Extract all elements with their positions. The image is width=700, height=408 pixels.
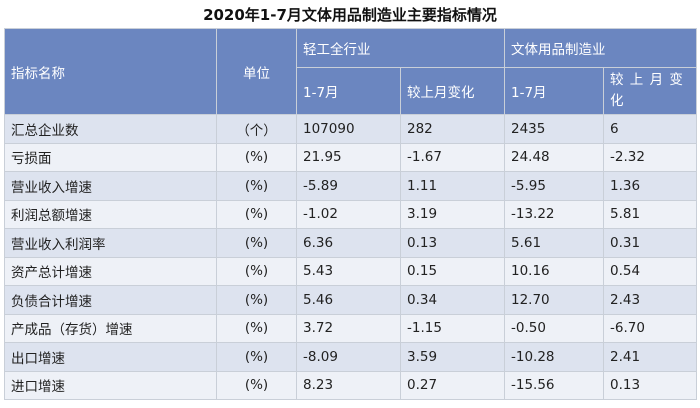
row-name: 营业收入利润率 [4,228,217,258]
table-row: 汇总企业数 （个） 107090 282 2435 6 [4,114,697,144]
row-name: 汇总企业数 [4,114,217,144]
row-value: -0.50 [504,313,604,343]
header-sub-ytd-1: 1-7月 [296,67,401,115]
row-value: -10.28 [504,342,604,372]
row-value: 2.41 [603,342,697,372]
table-title: 2020年1-7月文体用品制造业主要指标情况 [203,6,497,24]
header-row-groups: 指标名称 单位 轻工全行业 文体用品制造业 [4,28,697,115]
row-value: 21.95 [296,142,401,172]
row-unit: (%) [216,171,297,201]
table-row: 利润总额增速 (%) -1.02 3.19 -13.22 5.81 [4,199,697,229]
row-value: -5.95 [504,171,604,201]
row-value: 1.36 [603,171,697,201]
row-unit: (%) [216,285,297,315]
table-row: 产成品（存货）增速 (%) 3.72 -1.15 -0.50 -6.70 [4,313,697,343]
row-name: 负债合计增速 [4,285,217,315]
row-unit: (%) [216,142,297,172]
row-value: 3.59 [400,342,505,372]
row-value: 0.54 [603,256,697,286]
table-row: 资产总计增速 (%) 5.43 0.15 10.16 0.54 [4,256,697,286]
row-value: 8.23 [296,370,401,400]
table-row: 亏损面 (%) 21.95 -1.67 24.48 -2.32 [4,142,697,172]
row-value: -2.32 [603,142,697,172]
row-name: 资产总计增速 [4,256,217,286]
row-value: 5.81 [603,199,697,229]
row-name: 利润总额增速 [4,199,217,229]
row-value: 3.72 [296,313,401,343]
row-value: 0.34 [400,285,505,315]
row-value: 6.36 [296,228,401,258]
row-value: -5.89 [296,171,401,201]
row-value: 3.19 [400,199,505,229]
row-value: 107090 [296,114,401,144]
row-value: 0.13 [603,370,697,400]
row-value: 5.43 [296,256,401,286]
row-unit: (%) [216,199,297,229]
header-indicator: 指标名称 [4,28,217,115]
row-value: -6.70 [603,313,697,343]
row-value: 5.46 [296,285,401,315]
table-row: 营业收入利润率 (%) 6.36 0.13 5.61 0.31 [4,228,697,258]
row-unit: (%) [216,228,297,258]
row-value: 0.27 [400,370,505,400]
row-value: 1.11 [400,171,505,201]
row-value: -1.02 [296,199,401,229]
row-value: 0.13 [400,228,505,258]
row-value: -15.56 [504,370,604,400]
table-row: 进口增速 (%) 8.23 0.27 -15.56 0.13 [4,370,697,400]
row-value: 10.16 [504,256,604,286]
row-value: 6 [603,114,697,144]
row-value: 24.48 [504,142,604,172]
row-value: 12.70 [504,285,604,315]
row-value: 0.31 [603,228,697,258]
row-unit: (%) [216,313,297,343]
row-value: -8.09 [296,342,401,372]
header-group-stationery: 文体用品制造业 [504,28,697,68]
row-value: -1.67 [400,142,505,172]
row-value: 282 [400,114,505,144]
row-value: 5.61 [504,228,604,258]
row-value: 0.15 [400,256,505,286]
table-row: 负债合计增速 (%) 5.46 0.34 12.70 2.43 [4,285,697,315]
row-unit: (%) [216,256,297,286]
row-name: 进口增速 [4,370,217,400]
row-unit: (%) [216,370,297,400]
row-value: 2435 [504,114,604,144]
row-value: 2.43 [603,285,697,315]
header-group-light-industry: 轻工全行业 [296,28,505,68]
header-unit: 单位 [216,28,297,115]
row-unit: (%) [216,342,297,372]
row-name: 亏损面 [4,142,217,172]
table-row: 营业收入增速 (%) -5.89 1.11 -5.95 1.36 [4,171,697,201]
indicators-table: 指标名称 单位 轻工全行业 文体用品制造业 1-7月 较上月变化 1-7月 较 … [4,28,697,400]
row-name: 营业收入增速 [4,171,217,201]
row-value: -1.15 [400,313,505,343]
row-name: 产成品（存货）增速 [4,313,217,343]
row-value: -13.22 [504,199,604,229]
header-row-subcolumns: 1-7月 较上月变化 1-7月 较 上 月 变 化 [5,67,697,115]
header-sub-ytd-2: 1-7月 [504,67,604,115]
header-sub-change-2: 较 上 月 变 化 [603,67,697,115]
header-sub-change-1: 较上月变化 [400,67,505,115]
table-row: 出口增速 (%) -8.09 3.59 -10.28 2.41 [4,342,697,372]
row-unit: （个） [216,114,297,144]
row-name: 出口增速 [4,342,217,372]
